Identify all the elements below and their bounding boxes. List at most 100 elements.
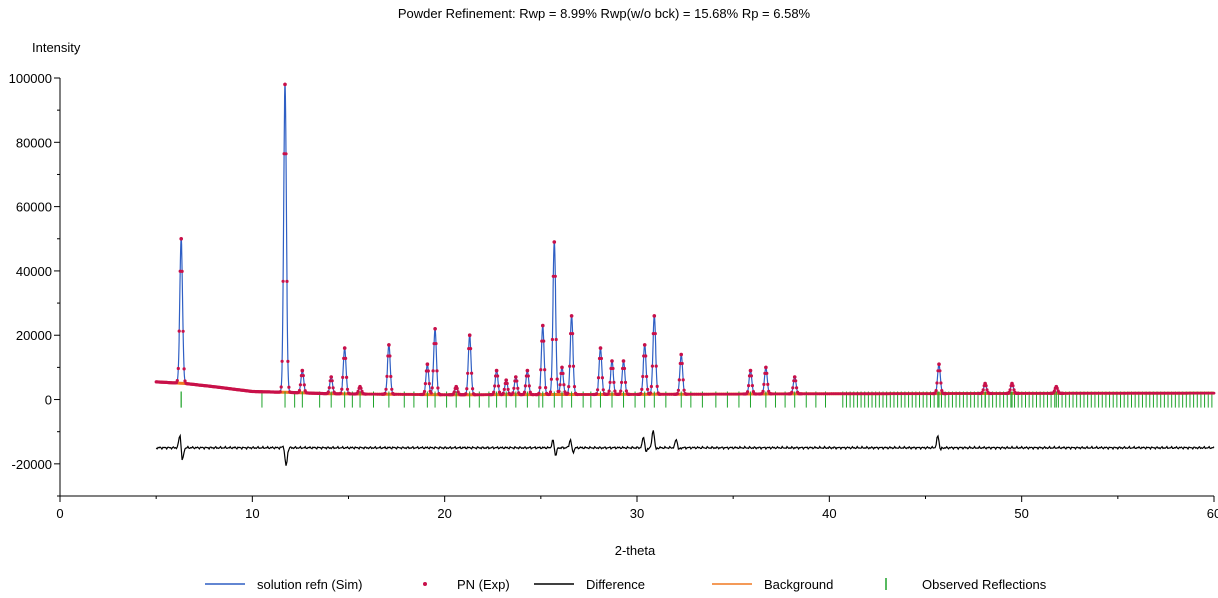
exp-point	[1133, 391, 1137, 395]
x-tick-label: 50	[1014, 506, 1028, 521]
exp-point	[550, 337, 555, 342]
exp-peak-point	[642, 343, 647, 347]
exp-point	[595, 392, 599, 396]
exp-point	[531, 393, 535, 397]
exp-point	[918, 392, 922, 395]
exp-point	[511, 391, 515, 395]
exp-peak-point	[514, 375, 518, 379]
exp-point	[623, 380, 628, 384]
exp-peak-point	[494, 368, 499, 373]
exp-point	[1043, 392, 1047, 395]
exp-point	[791, 386, 795, 390]
exp-point	[620, 380, 624, 384]
x-tick-label: 60	[1207, 506, 1218, 521]
exp-point	[980, 390, 984, 395]
exp-point	[794, 379, 798, 383]
exp-point	[281, 279, 285, 283]
exp-point	[812, 392, 816, 396]
exp-point	[765, 371, 769, 375]
exp-point	[471, 387, 475, 391]
legend-label: Observed Reflections	[922, 577, 1047, 592]
exp-point	[1108, 391, 1112, 395]
exp-peak-point	[283, 82, 287, 87]
exp-point	[1076, 391, 1079, 395]
exp-point	[567, 385, 571, 389]
plot-area	[154, 82, 1216, 466]
exp-peak-point	[433, 327, 437, 331]
exp-point	[720, 392, 723, 396]
exp-peak-point	[748, 368, 753, 373]
exp-point	[645, 374, 649, 379]
exp-point	[441, 393, 445, 397]
exp-point	[326, 390, 330, 394]
exp-point	[654, 364, 658, 368]
exp-point	[1212, 391, 1216, 395]
exp-point	[1018, 392, 1022, 395]
exp-point	[608, 380, 612, 384]
exp-point	[952, 392, 956, 395]
exp-point	[515, 379, 519, 383]
exp-point	[837, 392, 841, 396]
exp-point	[452, 390, 456, 394]
exp-point	[523, 384, 528, 388]
exp-point	[423, 382, 427, 386]
exp-point	[729, 392, 733, 396]
exp-peak-point	[541, 323, 545, 328]
exp-point	[436, 386, 440, 390]
x-tick-label: 40	[822, 506, 836, 521]
exp-point	[506, 387, 510, 391]
exp-point	[1008, 388, 1012, 392]
exp-point	[845, 392, 848, 396]
exp-peak-point	[621, 359, 626, 363]
exp-point	[399, 392, 402, 396]
exp-point	[934, 389, 938, 393]
exp-point	[538, 386, 542, 390]
exp-point	[646, 387, 650, 391]
axes: -20000 0 20000 40000 60000 80000 100000 0 10 20 30…	[9, 71, 1218, 521]
exp-point	[599, 356, 604, 361]
exp-point	[677, 378, 681, 382]
exp-point	[481, 393, 485, 397]
exp-point	[286, 359, 290, 363]
exp-point	[465, 387, 469, 391]
exp-point	[285, 279, 289, 283]
exp-point	[302, 383, 306, 387]
x-axis-label: 2-theta	[615, 543, 656, 558]
exp-point	[985, 388, 989, 392]
exp-point	[558, 383, 562, 387]
exp-point	[596, 376, 601, 380]
exp-peak-point	[342, 346, 347, 350]
y-tick-label: 60000	[16, 200, 52, 215]
exp-peak-point	[467, 333, 472, 338]
exp-point	[469, 347, 473, 351]
exp-point	[181, 329, 185, 333]
exp-peak-point	[525, 368, 530, 373]
chart-title: Powder Refinement: Rwp = 8.99% Rwp(w/o b…	[398, 6, 811, 21]
exp-point	[676, 388, 681, 392]
exp-point	[649, 384, 654, 389]
exp-point	[408, 393, 412, 396]
exp-point	[548, 390, 553, 394]
exp-point	[330, 379, 334, 383]
exp-point	[429, 391, 433, 395]
exp-peak-point	[983, 381, 987, 386]
x-tick-label: 20	[437, 506, 451, 521]
exp-point	[561, 371, 565, 376]
exp-point	[522, 390, 527, 394]
exp-point	[820, 392, 823, 396]
exp-point	[280, 359, 284, 363]
exp-peak-point	[300, 368, 305, 373]
exp-point	[802, 392, 806, 396]
exp-point	[177, 329, 181, 333]
exp-point	[431, 369, 435, 373]
exp-point	[341, 375, 345, 379]
exp-peak-point	[792, 375, 797, 379]
exp-point	[464, 392, 468, 396]
exp-point	[993, 392, 997, 395]
exp-point	[430, 386, 434, 390]
exp-point	[749, 374, 754, 378]
exp-point	[496, 374, 500, 378]
difference-line	[155, 430, 1215, 466]
exp-point	[827, 392, 831, 396]
